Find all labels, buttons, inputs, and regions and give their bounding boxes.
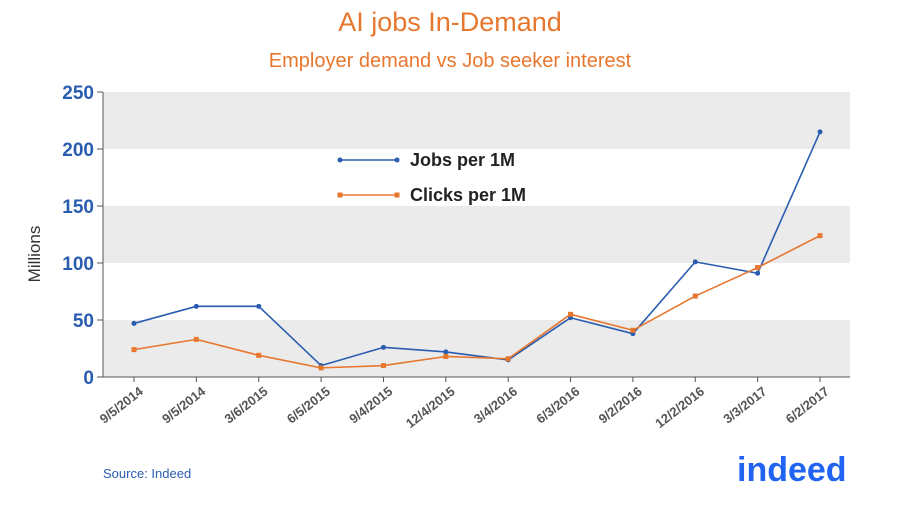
grid-band bbox=[103, 320, 850, 377]
x-tick-label: 6/2/2017 bbox=[783, 384, 832, 427]
data-point bbox=[505, 356, 511, 362]
x-tick-label: 3/3/2017 bbox=[720, 384, 769, 427]
grid-band bbox=[103, 92, 850, 149]
y-tick-label: 150 bbox=[62, 197, 94, 218]
x-tick-label: 12/4/2015 bbox=[403, 384, 458, 431]
x-tick-label: 3/6/2015 bbox=[221, 384, 270, 427]
source-note: Source: Indeed bbox=[103, 466, 191, 481]
x-tick-label: 9/5/2014 bbox=[159, 383, 209, 426]
legend-marker-clicks bbox=[337, 192, 343, 198]
series-line-1 bbox=[133, 234, 821, 369]
plot-bands bbox=[103, 92, 850, 377]
y-tick-label: 250 bbox=[62, 83, 94, 104]
legend-label-jobs: Jobs per 1M bbox=[410, 150, 515, 170]
legend-item-clicks: Clicks per 1M bbox=[337, 185, 526, 205]
y-tick-label: 50 bbox=[73, 311, 94, 332]
data-point bbox=[443, 349, 449, 355]
data-point bbox=[817, 129, 823, 135]
legend-item-jobs: Jobs per 1M bbox=[337, 150, 515, 170]
legend-marker-jobs bbox=[337, 157, 343, 163]
data-point bbox=[817, 233, 823, 239]
data-point bbox=[318, 365, 324, 371]
data-point bbox=[380, 344, 386, 350]
y-tick-label: 100 bbox=[62, 254, 94, 275]
data-point bbox=[443, 353, 449, 359]
data-point bbox=[256, 352, 262, 358]
chart-subtitle: Employer demand vs Job seeker interest bbox=[269, 50, 632, 72]
series-line-0 bbox=[133, 131, 821, 367]
y-axis-label: Millions bbox=[25, 226, 44, 283]
legend-marker-jobs bbox=[394, 157, 400, 163]
x-tick-label: 9/2/2016 bbox=[596, 384, 645, 427]
data-point bbox=[692, 259, 698, 265]
x-tick-label: 6/5/2015 bbox=[284, 384, 333, 427]
y-tick-label: 0 bbox=[83, 368, 94, 389]
x-tick-label: 3/4/2016 bbox=[471, 384, 520, 427]
y-tick-label: 200 bbox=[62, 140, 94, 161]
legend-label-clicks: Clicks per 1M bbox=[410, 185, 526, 205]
x-tick-label: 12/2/2016 bbox=[652, 384, 707, 431]
data-point bbox=[131, 347, 137, 353]
data-point bbox=[256, 303, 262, 309]
data-point bbox=[568, 311, 574, 317]
data-point bbox=[380, 363, 386, 369]
grid-band bbox=[103, 206, 850, 263]
indeed-logo: indeed bbox=[737, 451, 847, 489]
data-point bbox=[131, 320, 137, 326]
data-point bbox=[193, 303, 199, 309]
data-point bbox=[692, 293, 698, 299]
data-point bbox=[630, 327, 636, 333]
x-tick-label: 9/4/2015 bbox=[346, 384, 395, 427]
data-point bbox=[755, 270, 761, 276]
series-group bbox=[131, 129, 823, 371]
data-point bbox=[193, 336, 199, 342]
legend-marker-clicks bbox=[394, 192, 400, 198]
chart-title: AI jobs In-Demand bbox=[338, 7, 562, 37]
x-tick-label: 9/5/2014 bbox=[97, 383, 147, 426]
legend: Jobs per 1M Clicks per 1M bbox=[337, 150, 526, 205]
data-point bbox=[755, 265, 761, 271]
x-tick-label: 6/3/2016 bbox=[533, 384, 582, 427]
